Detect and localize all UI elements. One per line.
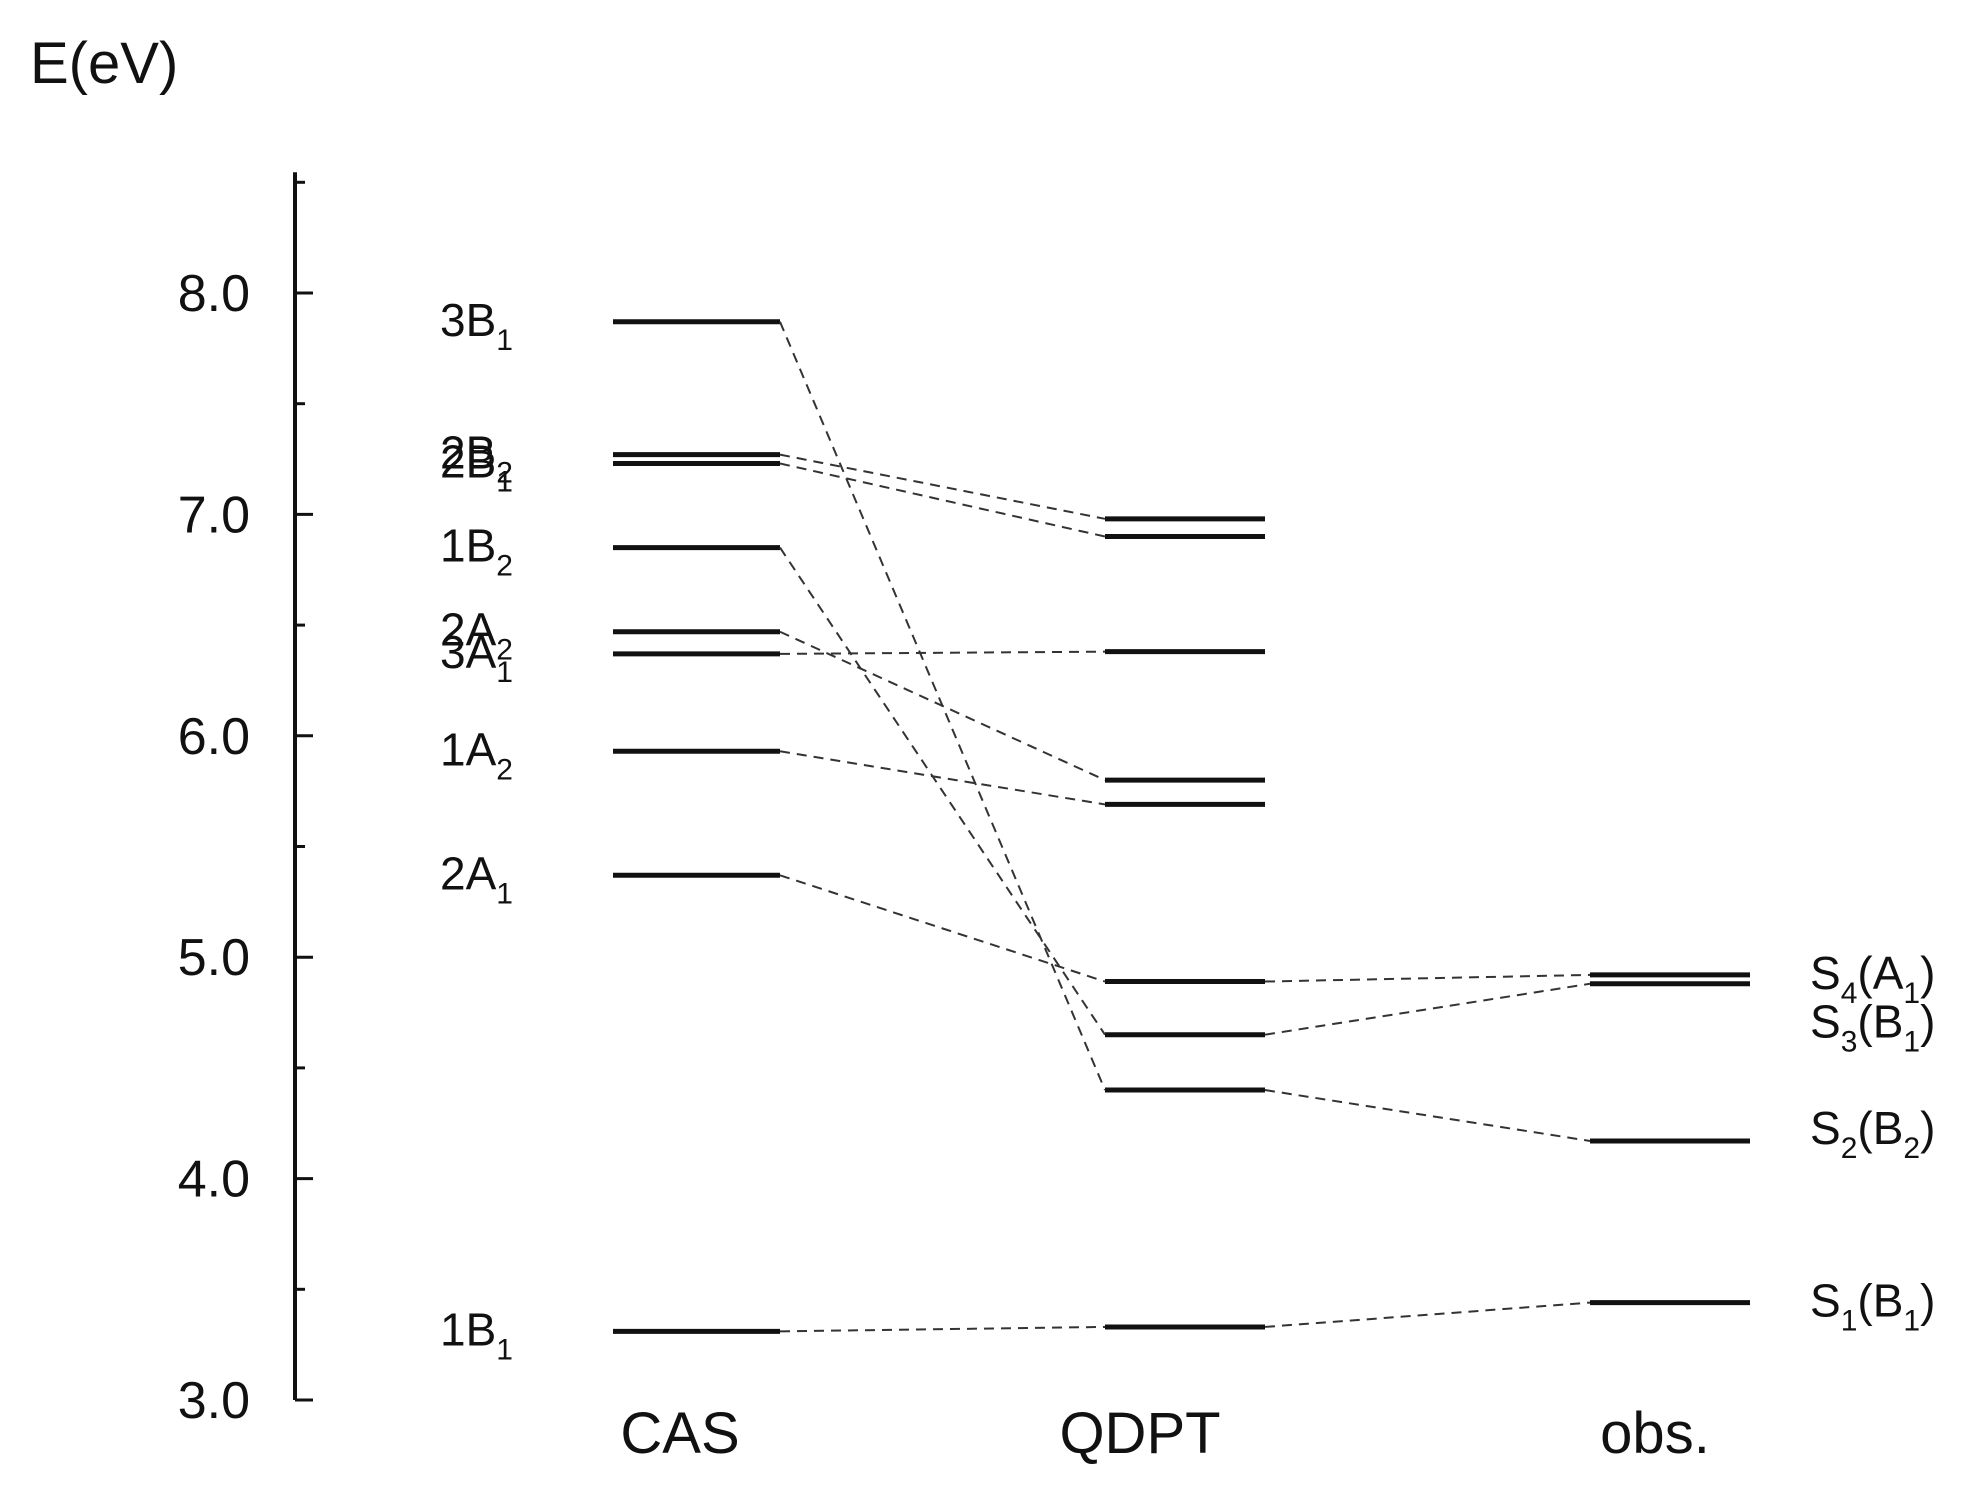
connector-line <box>1264 1089 1591 1142</box>
connector-line <box>779 1325 1106 1333</box>
state-label: 2A1 <box>440 847 513 910</box>
connector-line <box>779 462 1106 538</box>
column-label-obs: obs. <box>1600 1401 1710 1466</box>
y-axis-label: E(eV) <box>30 31 179 96</box>
y-tick-label: 8.0 <box>178 265 250 323</box>
connector-line <box>779 650 1106 655</box>
state-label: 1A2 <box>440 723 513 786</box>
obs-state-label: S3(B1) <box>1810 996 1935 1059</box>
state-label: 3B1 <box>440 294 513 357</box>
y-tick-label: 3.0 <box>178 1372 250 1430</box>
state-label: 1B1 <box>440 1303 513 1366</box>
connector-line <box>779 453 1106 520</box>
connector-line <box>779 874 1106 983</box>
state-label: 2B1 <box>440 435 513 498</box>
y-tick-label: 5.0 <box>178 929 250 987</box>
obs-state-label: S1(B1) <box>1810 1275 1935 1338</box>
column-label-qdpt: QDPT <box>1059 1401 1221 1466</box>
connector-line <box>779 630 1106 781</box>
state-label: 1B2 <box>440 520 513 583</box>
column-label-cas: CAS <box>620 1401 740 1466</box>
y-tick-label: 4.0 <box>178 1151 250 1209</box>
y-tick-label: 7.0 <box>178 486 250 544</box>
obs-state-label: S2(B2) <box>1810 1102 1935 1165</box>
connector-line <box>1264 973 1591 983</box>
connector-line <box>779 750 1106 806</box>
connector-line <box>1264 1301 1591 1328</box>
connector-line <box>1264 982 1591 1036</box>
obs-state-label: S4(A1) <box>1810 947 1935 1010</box>
connector-line <box>779 547 1106 1036</box>
y-tick-label: 6.0 <box>178 708 250 766</box>
